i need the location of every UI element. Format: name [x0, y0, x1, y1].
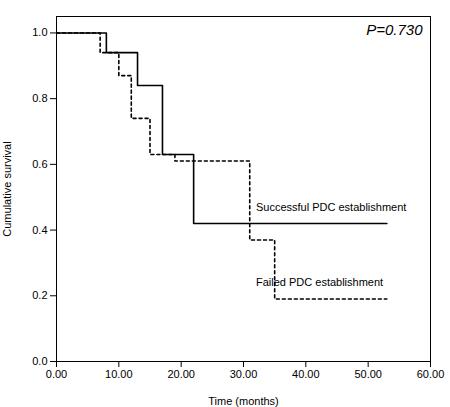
- svg-text:0.6: 0.6: [32, 158, 47, 170]
- svg-text:Failed PDC establishment: Failed PDC establishment: [256, 276, 383, 288]
- svg-text:0.0: 0.0: [32, 355, 47, 367]
- svg-text:Successful PDC establishment: Successful PDC establishment: [256, 201, 406, 213]
- svg-text:0.4: 0.4: [32, 224, 47, 236]
- svg-text:0.8: 0.8: [32, 92, 47, 104]
- svg-text:Time (months): Time (months): [208, 395, 279, 407]
- svg-text:40.00: 40.00: [292, 368, 320, 380]
- svg-text:50.00: 50.00: [354, 368, 382, 380]
- svg-text:60.00: 60.00: [417, 368, 445, 380]
- svg-text:P=0.730: P=0.730: [366, 21, 423, 38]
- svg-text:30.00: 30.00: [230, 368, 258, 380]
- svg-text:1.0: 1.0: [32, 26, 47, 38]
- svg-text:0.2: 0.2: [32, 289, 47, 301]
- svg-text:20.00: 20.00: [167, 368, 195, 380]
- svg-text:0.00: 0.00: [46, 368, 67, 380]
- svg-text:Cumulative survival: Cumulative survival: [1, 141, 13, 236]
- svg-text:10.00: 10.00: [105, 368, 133, 380]
